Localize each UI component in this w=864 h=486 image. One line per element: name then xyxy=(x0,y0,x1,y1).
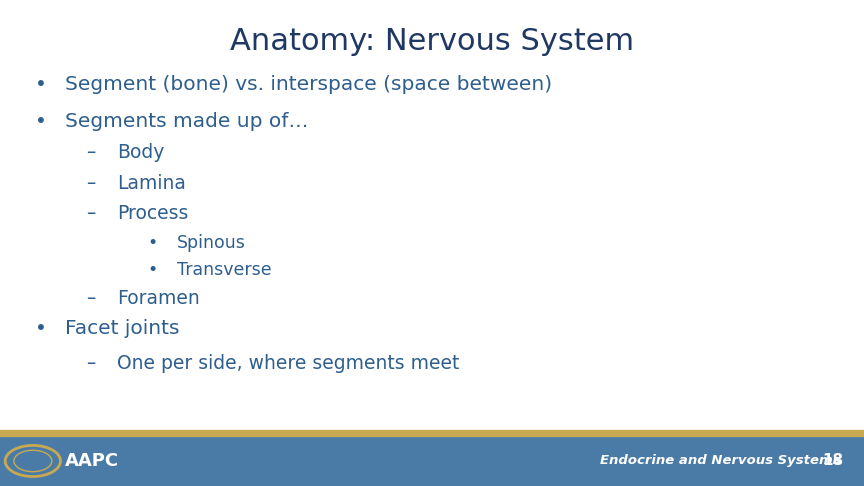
Text: •: • xyxy=(35,112,47,131)
Text: –: – xyxy=(86,143,96,162)
Text: One per side, where segments meet: One per side, where segments meet xyxy=(117,354,459,373)
Text: •: • xyxy=(147,261,157,279)
Text: •: • xyxy=(35,75,47,94)
Text: –: – xyxy=(86,204,96,223)
Text: Segments made up of…: Segments made up of… xyxy=(65,112,308,131)
Text: •: • xyxy=(35,319,47,338)
Text: –: – xyxy=(86,354,96,373)
Text: Transverse: Transverse xyxy=(177,261,272,279)
Bar xyxy=(0,430,864,436)
Text: Process: Process xyxy=(117,204,188,223)
Text: –: – xyxy=(86,289,96,308)
Text: AAPC: AAPC xyxy=(65,452,119,470)
Text: Segment (bone) vs. interspace (space between): Segment (bone) vs. interspace (space bet… xyxy=(65,75,552,94)
Text: Endocrine and Nervous Systems: Endocrine and Nervous Systems xyxy=(600,454,842,468)
Text: Lamina: Lamina xyxy=(117,174,186,192)
Text: Foramen: Foramen xyxy=(117,289,200,308)
Text: –: – xyxy=(86,174,96,192)
Text: 18: 18 xyxy=(823,453,843,469)
Text: Body: Body xyxy=(117,143,164,162)
Text: Anatomy: Nervous System: Anatomy: Nervous System xyxy=(230,27,634,56)
Bar xyxy=(0,436,864,486)
Text: Spinous: Spinous xyxy=(177,234,246,252)
Text: Facet joints: Facet joints xyxy=(65,319,180,338)
Text: •: • xyxy=(147,234,157,252)
